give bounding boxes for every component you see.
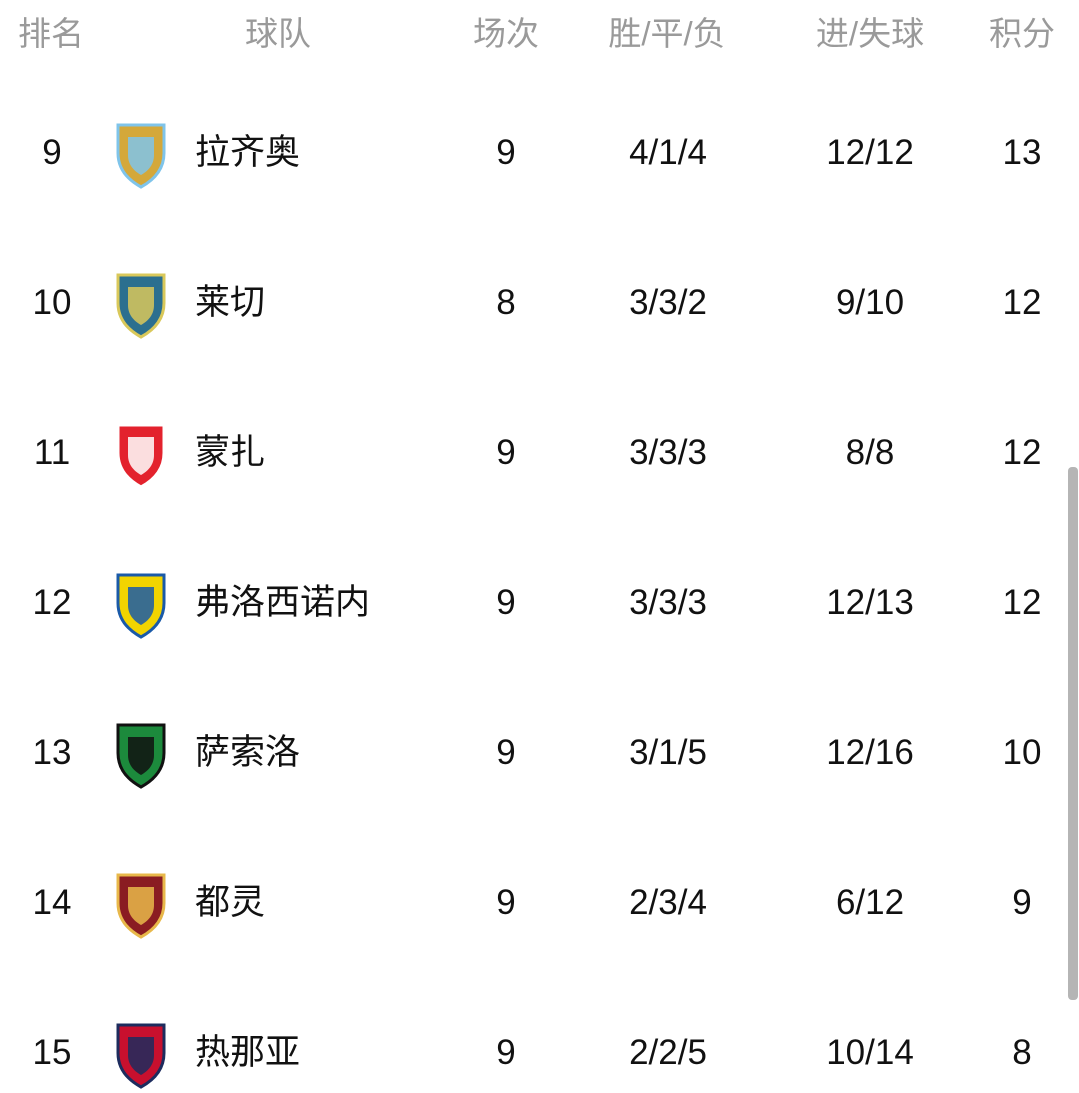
points: 12 xyxy=(1002,283,1042,322)
rank: 12 xyxy=(32,583,72,622)
points: 13 xyxy=(1002,133,1042,172)
win-draw-loss: 2/3/4 xyxy=(629,883,707,922)
played: 9 xyxy=(496,883,516,922)
team-name[interactable]: 拉齐奥 xyxy=(195,133,301,172)
rank: 15 xyxy=(32,1033,72,1072)
header-wdl: 胜/平/负 xyxy=(608,15,726,52)
played: 9 xyxy=(496,133,516,172)
points: 8 xyxy=(1012,1033,1032,1072)
team-logo-icon xyxy=(116,423,166,489)
points: 12 xyxy=(1002,433,1042,472)
win-draw-loss: 3/3/3 xyxy=(629,433,707,472)
played: 8 xyxy=(496,283,516,322)
scrollbar[interactable] xyxy=(1068,467,1078,1000)
header-team: 球队 xyxy=(245,15,311,52)
team-logo-icon xyxy=(116,723,166,789)
win-draw-loss: 3/3/3 xyxy=(629,583,707,622)
table-row[interactable]: 13 萨索洛 9 3/1/5 12/16 10 xyxy=(0,713,1079,793)
team-logo-icon xyxy=(116,573,166,639)
played: 9 xyxy=(496,733,516,772)
team-name[interactable]: 蒙扎 xyxy=(195,433,266,472)
rank: 9 xyxy=(42,133,62,172)
goals-for-against: 10/14 xyxy=(826,1033,914,1072)
played: 9 xyxy=(496,583,516,622)
team-logo-icon xyxy=(116,123,166,189)
goals-for-against: 12/12 xyxy=(826,133,914,172)
win-draw-loss: 3/1/5 xyxy=(629,733,707,772)
goals-for-against: 8/8 xyxy=(845,433,895,472)
goals-for-against: 12/13 xyxy=(826,583,914,622)
table-row[interactable]: 15 热那亚 9 2/2/5 10/14 8 xyxy=(0,1013,1079,1093)
team-logo-icon xyxy=(116,273,166,339)
table-row[interactable]: 9 拉齐奥 9 4/1/4 12/12 13 xyxy=(0,113,1079,193)
table-row[interactable]: 10 莱切 8 3/3/2 9/10 12 xyxy=(0,263,1079,343)
header-played: 场次 xyxy=(473,15,539,52)
team-name[interactable]: 都灵 xyxy=(195,883,266,922)
team-name[interactable]: 萨索洛 xyxy=(195,733,301,772)
goals-for-against: 9/10 xyxy=(835,283,905,322)
win-draw-loss: 3/3/2 xyxy=(629,283,707,322)
played: 9 xyxy=(496,433,516,472)
points: 12 xyxy=(1002,583,1042,622)
points: 10 xyxy=(1002,733,1042,772)
goals-for-against: 12/16 xyxy=(826,733,914,772)
win-draw-loss: 4/1/4 xyxy=(629,133,707,172)
header-rank: 排名 xyxy=(18,15,84,52)
win-draw-loss: 2/2/5 xyxy=(629,1033,707,1072)
team-name[interactable]: 莱切 xyxy=(195,283,266,322)
team-logo-icon xyxy=(116,873,166,939)
played: 9 xyxy=(496,1033,516,1072)
rank: 13 xyxy=(32,733,72,772)
team-name[interactable]: 热那亚 xyxy=(195,1033,301,1072)
goals-for-against: 6/12 xyxy=(835,883,905,922)
header-goals: 进/失球 xyxy=(815,15,925,52)
team-logo-icon xyxy=(116,1023,166,1089)
rank: 14 xyxy=(32,883,72,922)
table-row[interactable]: 14 都灵 9 2/3/4 6/12 9 xyxy=(0,863,1079,943)
header-points: 积分 xyxy=(989,15,1055,52)
table-row[interactable]: 11 蒙扎 9 3/3/3 8/8 12 xyxy=(0,413,1079,493)
rank: 10 xyxy=(32,283,72,322)
rank: 11 xyxy=(33,433,71,472)
table-row[interactable]: 12 弗洛西诺内 9 3/3/3 12/13 12 xyxy=(0,563,1079,643)
team-name[interactable]: 弗洛西诺内 xyxy=(195,583,371,622)
points: 9 xyxy=(1012,883,1032,922)
